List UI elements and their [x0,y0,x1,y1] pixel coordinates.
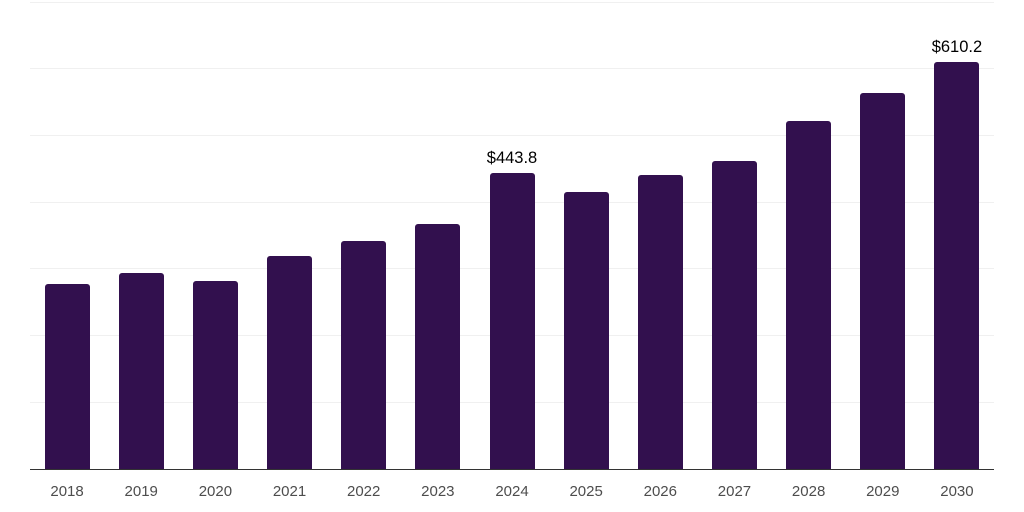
bar-2028 [786,121,832,469]
x-axis-labels: 2018 2019 2020 2021 2022 2023 2024 2025 2026 2027… [30,483,994,505]
x-tick-2024: 2024 [495,483,529,500]
plot-area: $443.8 $610.2 [30,1,994,470]
bar-value-label-2030: $610.2 [931,38,983,57]
x-axis-line [30,468,994,470]
x-tick-2021: 2021 [272,483,307,500]
bar-2026 [637,175,683,469]
bar-2019 [118,272,164,469]
x-tick-2025: 2025 [569,483,603,500]
gridline-700 [30,1,994,3]
bar-2025 [563,191,609,469]
bar-2021 [267,255,313,469]
bar-2022 [341,240,387,469]
x-tick-2022: 2022 [347,483,381,500]
x-tick-2019: 2019 [124,483,158,500]
x-tick-2030: 2030 [940,483,974,500]
gridline-600 [30,68,994,70]
x-tick-2029: 2029 [866,483,900,500]
x-tick-2020: 2020 [198,483,233,500]
bar-value-label-2024: $443.8 [486,149,538,168]
bar-2023 [415,224,461,469]
x-tick-2027: 2027 [717,483,752,500]
x-tick-2026: 2026 [643,483,677,500]
bar-2027 [711,161,757,469]
bar-2029 [860,92,906,469]
bar-2020 [192,280,238,469]
bar-2018 [44,283,90,469]
x-tick-2023: 2023 [421,483,455,500]
bar-2030 [934,61,980,469]
bar-2024 [489,172,535,469]
x-tick-2028: 2028 [791,483,826,500]
x-tick-2018: 2018 [50,483,84,500]
gridline-500 [30,134,994,136]
